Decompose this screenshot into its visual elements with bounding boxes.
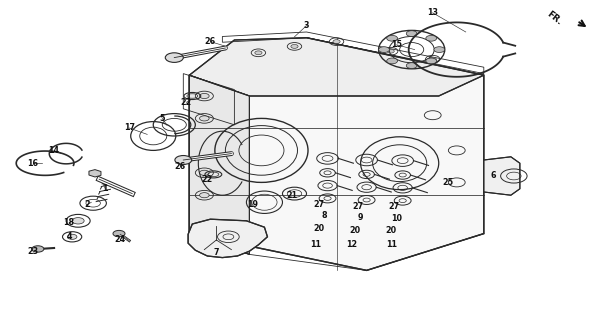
- Circle shape: [386, 36, 397, 41]
- Circle shape: [333, 40, 340, 44]
- Polygon shape: [189, 38, 484, 96]
- Circle shape: [255, 51, 262, 55]
- Circle shape: [113, 230, 125, 237]
- Polygon shape: [188, 219, 267, 258]
- Text: 26: 26: [175, 162, 186, 171]
- Circle shape: [406, 31, 417, 36]
- Circle shape: [426, 36, 437, 41]
- Text: 21: 21: [286, 191, 297, 200]
- Text: 14: 14: [49, 146, 59, 155]
- Circle shape: [200, 170, 209, 175]
- Polygon shape: [189, 75, 249, 254]
- Circle shape: [387, 49, 394, 53]
- Text: 11: 11: [386, 240, 397, 249]
- Text: 5: 5: [159, 114, 165, 123]
- Text: 8: 8: [322, 212, 328, 220]
- Text: 1: 1: [102, 184, 108, 193]
- Polygon shape: [484, 157, 520, 195]
- Text: 9: 9: [358, 213, 364, 222]
- Text: 27: 27: [313, 200, 324, 209]
- Text: 10: 10: [391, 214, 402, 223]
- Text: 7: 7: [213, 248, 219, 257]
- Text: FR.: FR.: [545, 9, 563, 27]
- Text: 18: 18: [64, 218, 75, 227]
- Polygon shape: [189, 38, 484, 270]
- Text: 20: 20: [313, 224, 324, 233]
- Circle shape: [165, 53, 183, 62]
- Text: 3: 3: [304, 21, 310, 30]
- Text: 11: 11: [310, 240, 321, 249]
- Circle shape: [386, 58, 397, 64]
- Text: 15: 15: [391, 40, 402, 49]
- Polygon shape: [89, 170, 101, 177]
- Text: 22: 22: [181, 98, 192, 107]
- Text: 25: 25: [442, 178, 453, 187]
- Circle shape: [434, 47, 445, 52]
- Text: 2: 2: [84, 200, 90, 209]
- Text: 20: 20: [385, 226, 396, 235]
- Circle shape: [32, 246, 44, 252]
- Circle shape: [175, 156, 192, 164]
- Text: 13: 13: [427, 8, 438, 17]
- Text: 6: 6: [490, 172, 496, 180]
- Circle shape: [200, 116, 209, 121]
- Circle shape: [291, 44, 298, 48]
- Text: 20: 20: [349, 226, 360, 235]
- Circle shape: [426, 58, 437, 64]
- Text: 4: 4: [66, 232, 72, 241]
- Text: 19: 19: [247, 200, 258, 209]
- Circle shape: [72, 218, 84, 224]
- Text: 26: 26: [205, 37, 216, 46]
- Text: 16: 16: [28, 159, 38, 168]
- Text: 24: 24: [115, 236, 126, 244]
- Circle shape: [200, 193, 209, 198]
- Text: 27: 27: [352, 202, 363, 211]
- Circle shape: [200, 93, 209, 99]
- Text: 17: 17: [124, 124, 135, 132]
- Text: 12: 12: [346, 240, 357, 249]
- Circle shape: [67, 234, 77, 239]
- Text: 23: 23: [28, 247, 38, 256]
- Circle shape: [379, 47, 389, 52]
- Text: 22: 22: [202, 175, 213, 184]
- Circle shape: [406, 63, 417, 68]
- Circle shape: [429, 57, 436, 61]
- Text: 27: 27: [388, 202, 399, 211]
